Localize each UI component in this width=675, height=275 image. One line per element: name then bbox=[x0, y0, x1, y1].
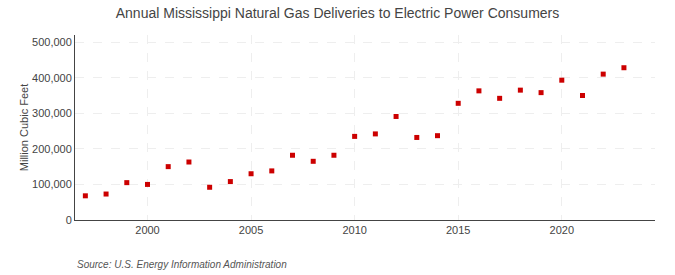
svg-text:Million Cubic Feet: Million Cubic Feet bbox=[18, 84, 30, 171]
svg-text:Annual Mississippi Natural Gas: Annual Mississippi Natural Gas Deliverie… bbox=[116, 5, 560, 21]
svg-text:Source: U.S. Energy Informatio: Source: U.S. Energy Information Administ… bbox=[77, 259, 287, 270]
svg-text:0: 0 bbox=[66, 214, 72, 226]
svg-text:400,000: 400,000 bbox=[32, 72, 72, 84]
svg-text:300,000: 300,000 bbox=[32, 107, 72, 119]
svg-text:2005: 2005 bbox=[239, 224, 263, 236]
svg-text:2000: 2000 bbox=[135, 224, 159, 236]
svg-text:500,000: 500,000 bbox=[32, 36, 72, 48]
svg-text:2015: 2015 bbox=[446, 224, 470, 236]
svg-text:2010: 2010 bbox=[342, 224, 366, 236]
svg-text:100,000: 100,000 bbox=[32, 178, 72, 190]
svg-text:200,000: 200,000 bbox=[32, 143, 72, 155]
svg-text:2020: 2020 bbox=[550, 224, 574, 236]
